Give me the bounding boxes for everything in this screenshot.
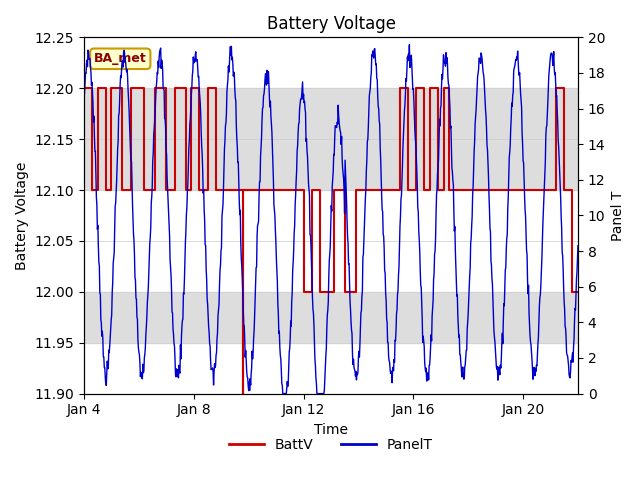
Legend: BattV, PanelT: BattV, PanelT bbox=[223, 433, 438, 458]
Bar bbox=[84, 292, 578, 343]
Bar bbox=[84, 88, 578, 190]
Y-axis label: Panel T: Panel T bbox=[611, 190, 625, 240]
Title: Battery Voltage: Battery Voltage bbox=[266, 15, 396, 33]
Y-axis label: Battery Voltage: Battery Voltage bbox=[15, 161, 29, 270]
Text: BA_met: BA_met bbox=[94, 52, 147, 65]
X-axis label: Time: Time bbox=[314, 423, 348, 437]
